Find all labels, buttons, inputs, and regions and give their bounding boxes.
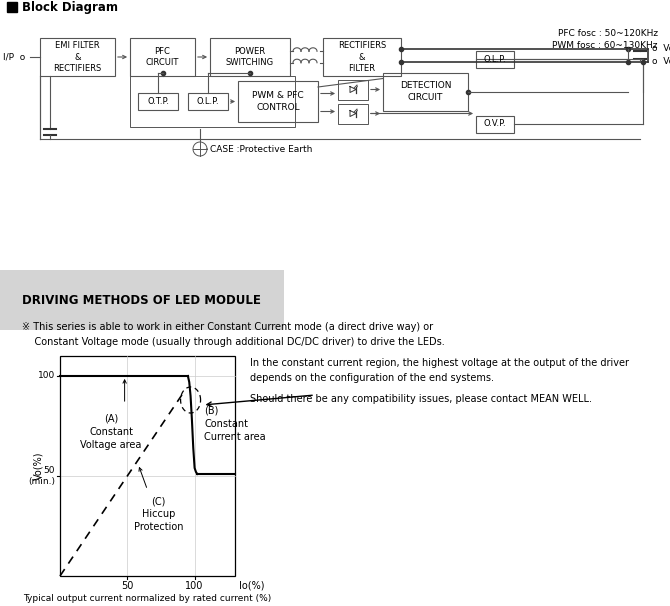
Bar	[476, 50, 514, 67]
Text: Io(%): Io(%)	[239, 581, 265, 591]
Text: EMI FILTER
&
RECTIFIERS: EMI FILTER & RECTIFIERS	[54, 41, 102, 73]
Text: (C)
Hiccup
Protection: (C) Hiccup Protection	[133, 496, 183, 533]
Bar	[40, 38, 115, 76]
Text: POWER
SWITCHING: POWER SWITCHING	[226, 47, 274, 67]
Text: O.L.P.: O.L.P.	[197, 97, 219, 106]
Bar	[210, 38, 290, 76]
Text: (B)
Constant
Current area: (B) Constant Current area	[204, 406, 266, 442]
Bar	[338, 104, 368, 124]
Bar	[138, 93, 178, 110]
Text: PWM & PFC
CONTROL: PWM & PFC CONTROL	[252, 92, 304, 112]
Bar	[238, 81, 318, 122]
Text: O.V.P.: O.V.P.	[484, 119, 507, 128]
Text: DETECTION
CIRCUIT: DETECTION CIRCUIT	[400, 81, 452, 102]
Text: o  Vo-: o Vo-	[652, 57, 670, 66]
Text: 50
(min.): 50 (min.)	[28, 466, 55, 485]
Text: o  Vo+: o Vo+	[652, 44, 670, 53]
Text: O.L.P.: O.L.P.	[484, 55, 507, 64]
Bar	[338, 79, 368, 99]
Text: Should there be any compatibility issues, please contact MEAN WELL.: Should there be any compatibility issues…	[250, 394, 592, 404]
Text: In the constant current region, the highest voltage at the output of the driver
: In the constant current region, the high…	[250, 358, 629, 383]
Bar	[188, 93, 228, 110]
Bar	[7, 2, 17, 12]
Text: 100: 100	[186, 581, 204, 591]
Text: RECTIFIERS
&
FILTER: RECTIFIERS & FILTER	[338, 41, 386, 73]
Bar	[383, 73, 468, 110]
Bar	[130, 76, 295, 127]
Bar	[60, 356, 235, 576]
Text: PFC fosc : 50~120KHz
PWM fosc : 60~130KHz: PFC fosc : 50~120KHz PWM fosc : 60~130KH…	[553, 29, 658, 50]
Bar	[323, 38, 401, 76]
Bar	[130, 38, 195, 76]
Text: Vo(%): Vo(%)	[33, 451, 43, 480]
Bar	[476, 116, 514, 133]
Text: CASE :Protective Earth: CASE :Protective Earth	[210, 144, 312, 153]
Text: DRIVING METHODS OF LED MODULE: DRIVING METHODS OF LED MODULE	[22, 293, 261, 307]
Text: PFC
CIRCUIT: PFC CIRCUIT	[146, 47, 179, 67]
Text: O.T.P.: O.T.P.	[147, 97, 169, 106]
Text: (A)
Constant
Voltage area: (A) Constant Voltage area	[80, 414, 142, 450]
Text: Typical output current normalized by rated current (%): Typical output current normalized by rat…	[23, 594, 271, 603]
Text: Block Diagram: Block Diagram	[22, 1, 118, 13]
Text: I/P  o: I/P o	[3, 53, 25, 61]
Text: ※ This series is able to work in either Constant Current mode (a direct drive wa: ※ This series is able to work in either …	[22, 322, 445, 347]
Bar	[7, 295, 17, 305]
Text: 50: 50	[121, 581, 133, 591]
Text: 100: 100	[38, 371, 55, 381]
